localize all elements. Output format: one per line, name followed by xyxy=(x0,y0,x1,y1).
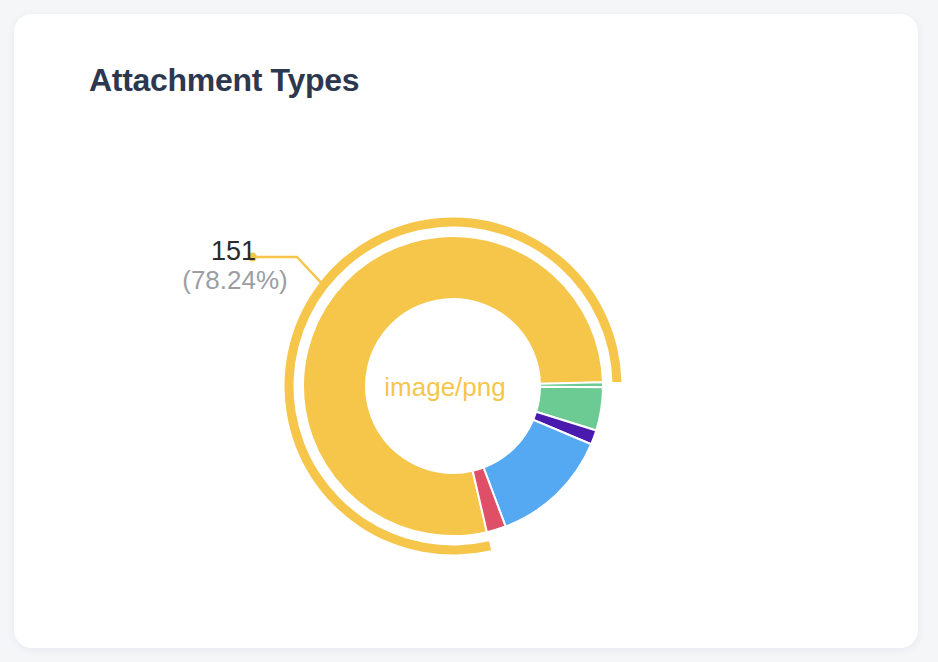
attachment-types-card: Attachment Types 151 (78.24%) image/png xyxy=(14,14,918,648)
slice-percent-label: (78.24%) xyxy=(180,265,290,296)
donut-chart xyxy=(14,14,938,662)
slice-value-label: 151 xyxy=(211,236,255,267)
donut-center-label: image/png xyxy=(384,372,505,403)
page-background: Attachment Types 151 (78.24%) image/png xyxy=(0,0,938,662)
